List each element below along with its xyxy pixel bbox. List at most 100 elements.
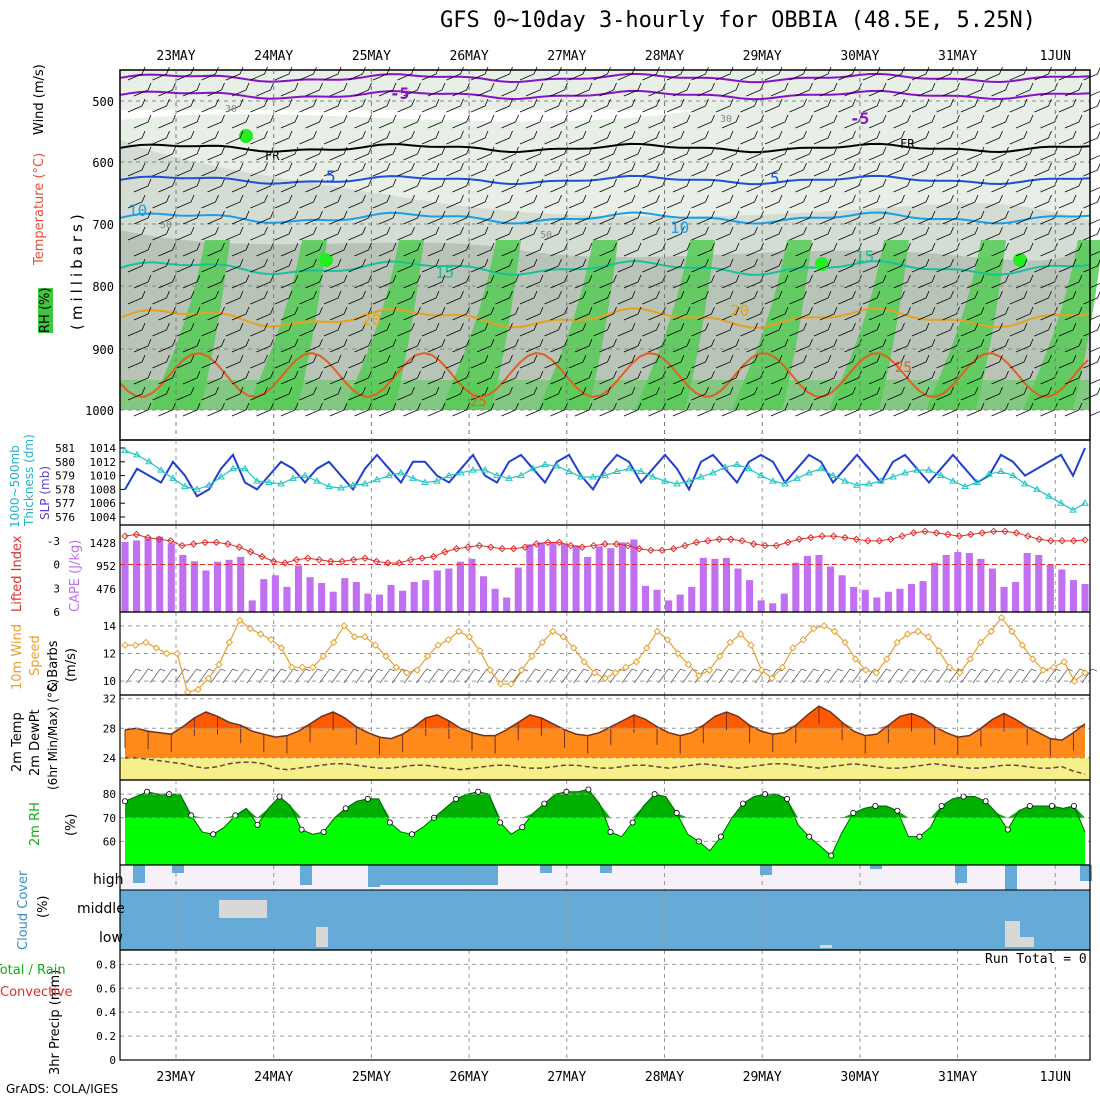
- upper-wind-barb: [648, 402, 666, 417]
- rh-marker: [210, 831, 217, 838]
- wind-barb: [549, 668, 565, 684]
- cape-bar: [468, 558, 476, 612]
- wind-speed-marker: [507, 680, 515, 688]
- upper-wind-barb: [329, 82, 348, 97]
- wind-speed-marker: [298, 663, 307, 672]
- cape-bar: [699, 557, 707, 612]
- upper-wind-barb: [942, 82, 960, 97]
- upper-wind-barb: [470, 162, 489, 177]
- upper-wind-barb: [372, 258, 391, 273]
- upper-wind-barb: [127, 354, 146, 369]
- thickness-marker: [661, 477, 669, 484]
- upper-wind-barb: [691, 162, 709, 177]
- wind-barb: [972, 668, 989, 684]
- upper-wind-barb: [427, 114, 446, 129]
- cape-bar: [445, 568, 453, 612]
- upper-wind-barb: [452, 274, 470, 289]
- wind-speed-marker: [768, 674, 776, 683]
- upper-wind-barb: [152, 322, 170, 337]
- li-line: [124, 530, 1086, 564]
- li-marker: [349, 556, 358, 564]
- li-marker: [555, 538, 563, 547]
- upper-wind-barb: [936, 386, 954, 401]
- upper-wind-barb: [672, 178, 691, 193]
- upper-wind-barb: [182, 114, 201, 129]
- temp-fill-high: [125, 706, 1085, 729]
- upper-wind-barb: [697, 82, 715, 97]
- upper-wind-barb: [1034, 354, 1052, 369]
- rh-marker: [519, 824, 526, 831]
- li-marker: [761, 541, 769, 550]
- upper-wind-barb: [740, 162, 758, 177]
- upper-wind-barb: [519, 258, 538, 273]
- wind-speed-marker: [883, 655, 891, 663]
- li-marker: [384, 559, 392, 567]
- upper-wind-barb: [887, 386, 905, 401]
- upper-wind-barb: [133, 338, 152, 353]
- cloud-middle-label: middle: [77, 901, 125, 917]
- upper-wind-barb: [666, 194, 685, 209]
- contour-5: [119, 174, 1091, 186]
- upper-wind-barb: [133, 178, 152, 193]
- li-marker: [875, 537, 883, 545]
- upper-wind-barb: [476, 338, 495, 353]
- upper-wind-barb: [446, 162, 464, 177]
- upper-wind-barb: [403, 178, 421, 193]
- wind-speed-marker: [799, 635, 807, 644]
- upper-wind-barb: [721, 178, 740, 193]
- upper-wind-barb: [868, 210, 887, 225]
- upper-wind-barb: [427, 402, 446, 417]
- wind-speed-marker: [809, 624, 818, 633]
- upper-wind-barb: [568, 130, 587, 145]
- upper-wind-barb: [305, 370, 323, 385]
- contour-label-30: 30: [225, 104, 237, 115]
- wind-barb: [440, 668, 456, 684]
- wind-speed-marker: [987, 627, 995, 636]
- upper-wind-barb: [819, 82, 838, 97]
- upper-wind-barb: [225, 386, 244, 401]
- upper-wind-barb: [568, 354, 587, 369]
- upper-wind-barb: [446, 290, 464, 305]
- upper-wind-barb: [862, 258, 881, 273]
- upper-tick-label: 500: [92, 95, 114, 109]
- upper-wind-barb: [715, 194, 734, 209]
- contour-label-10b: 10: [670, 218, 689, 237]
- upper-wind-barb: [495, 98, 513, 113]
- upper-wind-barb: [568, 98, 587, 113]
- upper-wind-barb: [250, 386, 268, 401]
- upper-wind-barb: [642, 290, 660, 305]
- upper-wind-barb: [250, 194, 268, 209]
- upper-wind-barb: [299, 290, 317, 305]
- wind-speed-marker: [684, 660, 693, 669]
- upper-wind-barb: [421, 98, 440, 113]
- upper-wind-barb: [599, 274, 617, 289]
- thickness-marker: [205, 481, 213, 488]
- upper-wind-barb: [274, 290, 293, 305]
- upper-wind-barb: [868, 370, 887, 385]
- upper-wind-barb: [991, 242, 1009, 257]
- upper-wind-barb: [568, 290, 587, 305]
- wind-barb: [718, 668, 735, 684]
- li-marker: [635, 545, 643, 553]
- li-marker: [1024, 532, 1032, 540]
- upper-wind-barb: [642, 130, 660, 145]
- upper-wind-barb: [158, 114, 176, 129]
- rh-marker: [254, 821, 261, 828]
- upper-wind-barb: [403, 306, 421, 321]
- cape-bar: [283, 586, 291, 612]
- upper-wind-barb: [519, 130, 538, 145]
- upper-wind-barb: [844, 146, 862, 161]
- upper-wind-barb: [348, 322, 366, 337]
- thickness-marker: [721, 463, 729, 470]
- upper-wind-barb: [550, 242, 568, 257]
- upper-wind-barb: [623, 178, 642, 193]
- rh-marker: [717, 833, 724, 840]
- upper-wind-barb: [470, 258, 489, 273]
- upper-wind-barb: [550, 178, 568, 193]
- upper-wind-barb: [911, 258, 930, 273]
- thickness-marker: [889, 473, 897, 480]
- upper-wind-barb: [231, 82, 250, 97]
- upper-rh-green-streak: [635, 240, 715, 410]
- upper-wind-barb: [182, 242, 201, 257]
- li-marker: [1081, 536, 1089, 544]
